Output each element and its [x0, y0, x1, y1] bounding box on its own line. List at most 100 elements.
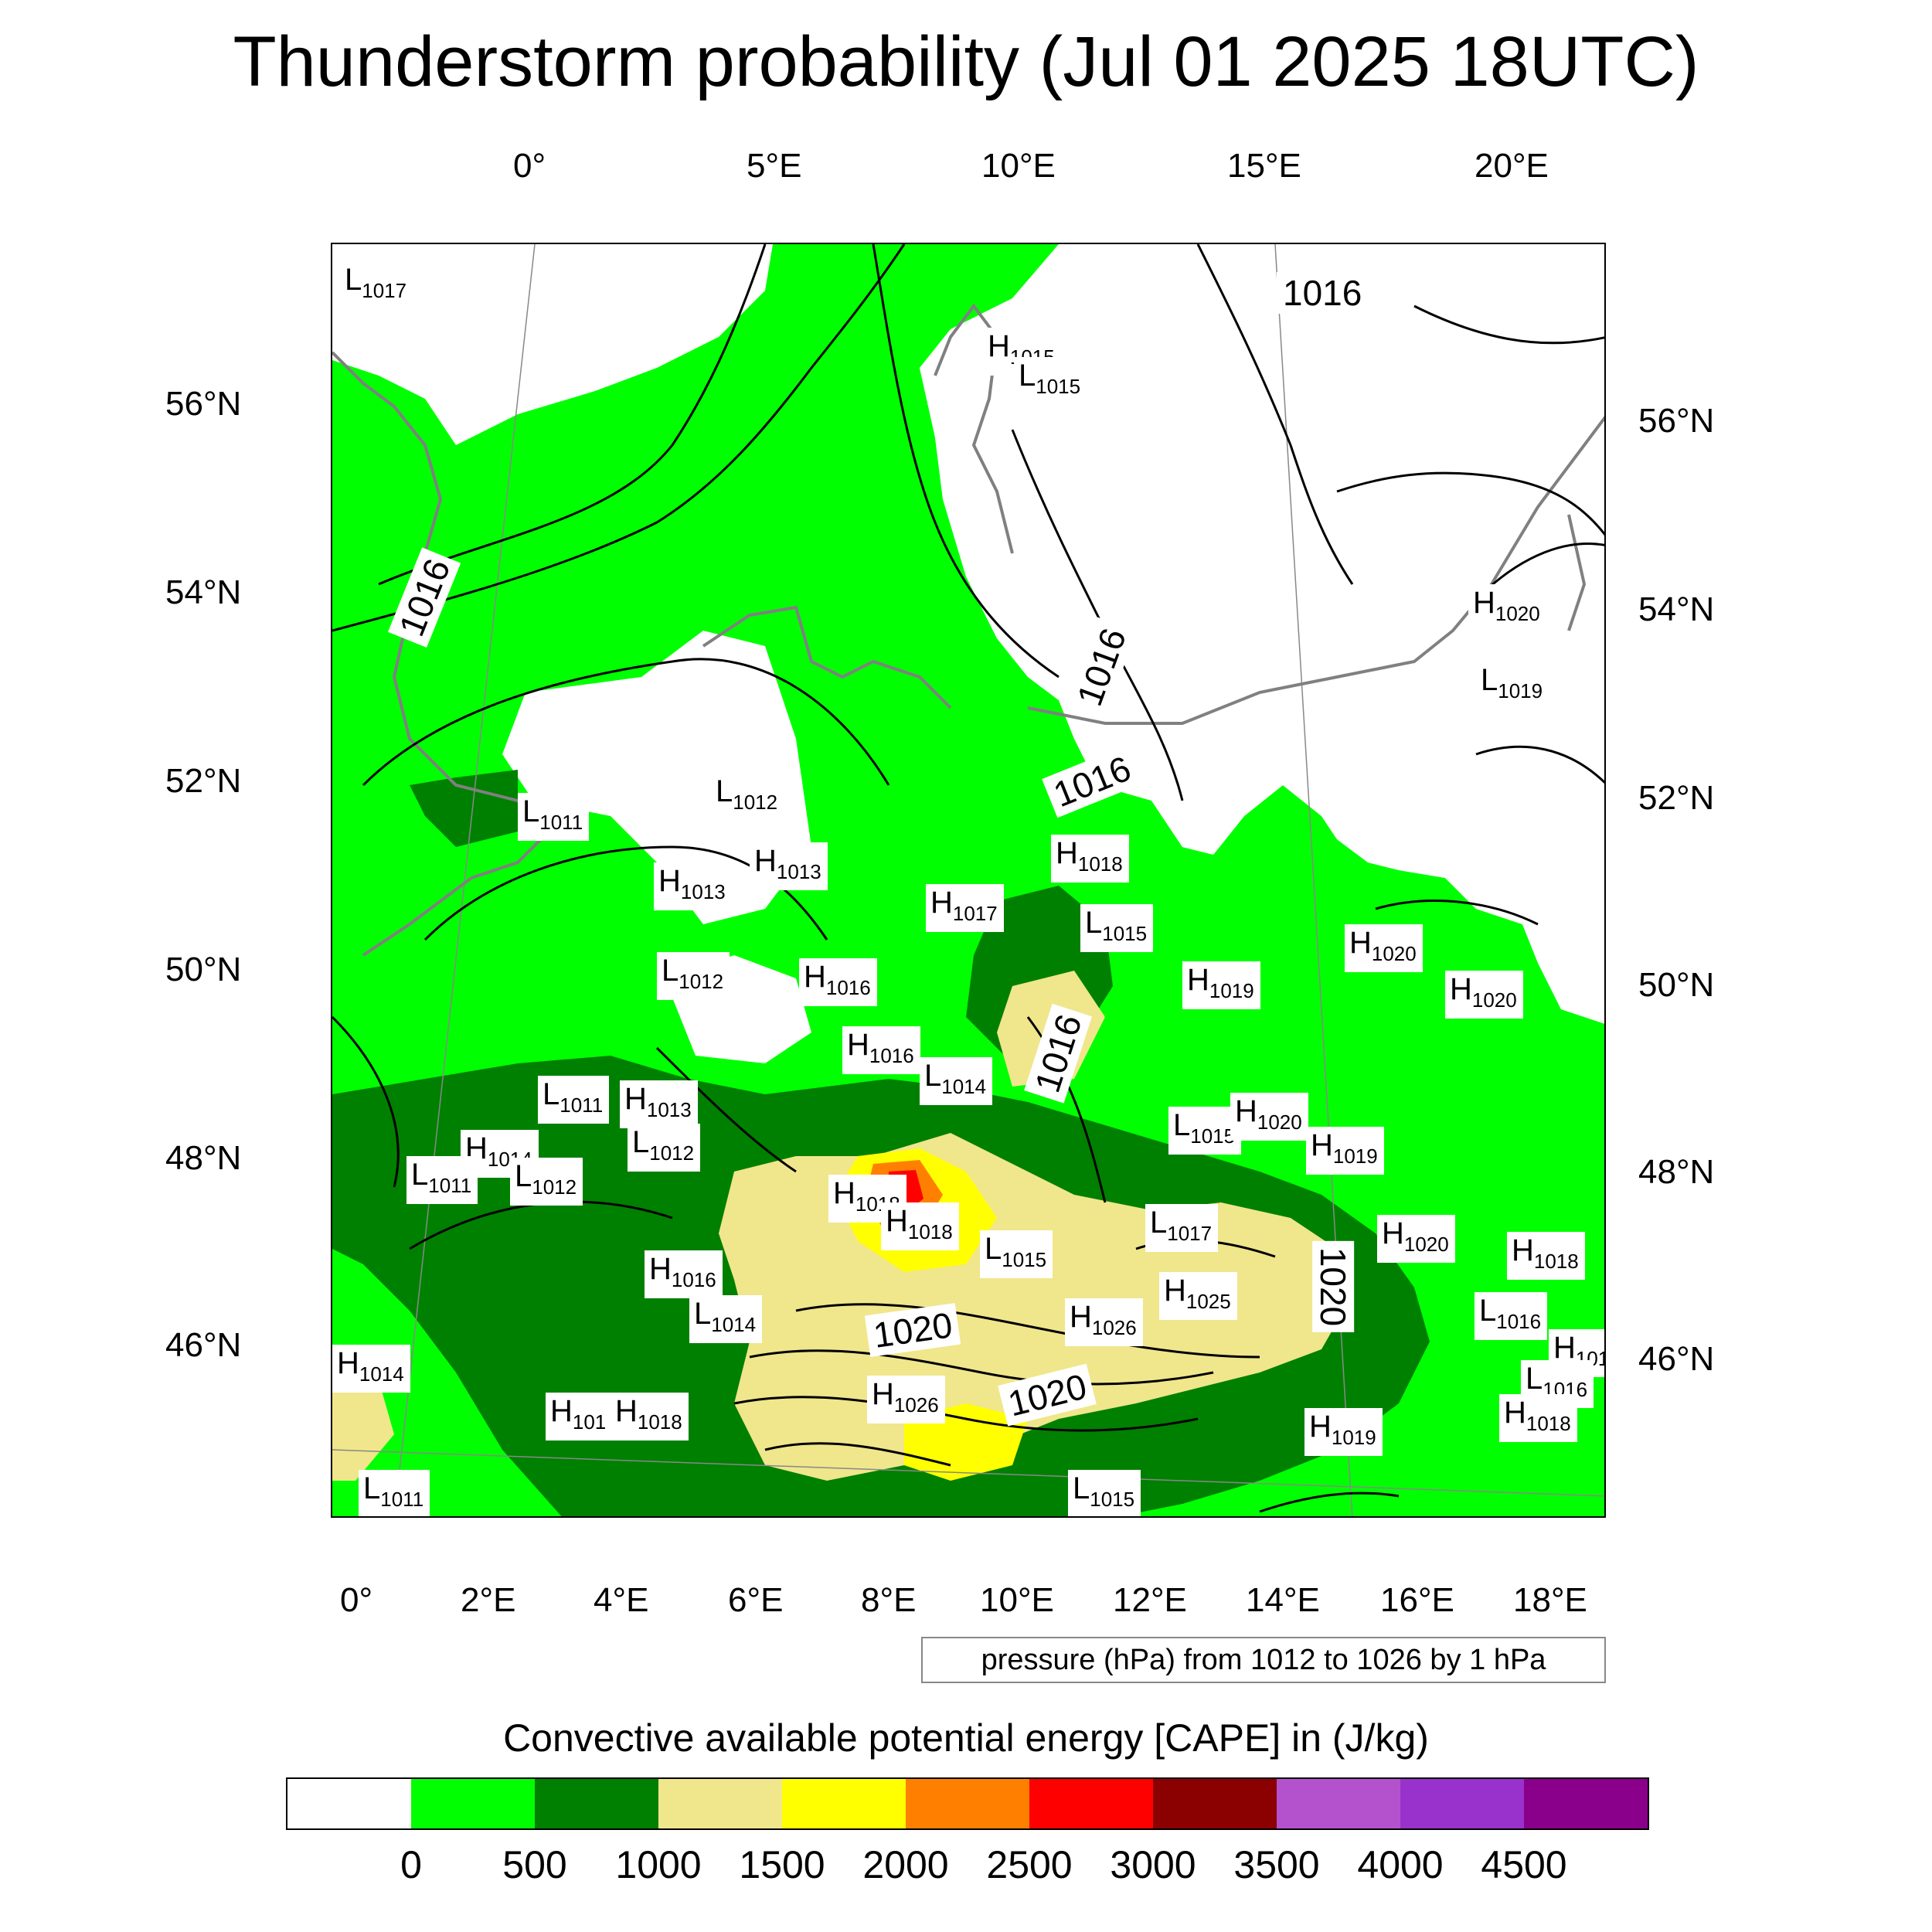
colorbar-tick-label: 1000 [615, 1843, 702, 1886]
pressure-center-label: H1018 [881, 1202, 959, 1250]
pressure-center-label: H101 [546, 1393, 613, 1440]
right-lat-tick: 46°N [1638, 1340, 1715, 1378]
pressure-center-label: H1013 [750, 842, 828, 890]
pressure-center-label: H1025 [1159, 1272, 1237, 1320]
bottom-lon-tick: 16°E [1380, 1581, 1454, 1619]
pressure-center-label: L1015 [1168, 1107, 1242, 1155]
right-lat-tick: 50°N [1638, 966, 1715, 1004]
pressure-center-label: H1020 [1445, 971, 1523, 1019]
pressure-center-label: H1020 [1230, 1093, 1308, 1141]
right-lat-tick: 54°N [1638, 590, 1715, 628]
colorbar-tick-label: 2000 [862, 1843, 949, 1886]
pressure-center-label: H1016 [799, 958, 877, 1006]
pressure-center-label: H1020 [1377, 1215, 1455, 1263]
left-lat-tick: 50°N [165, 951, 242, 988]
pressure-center-label: H1018 [1507, 1232, 1585, 1280]
colorbar-swatch [411, 1779, 535, 1828]
pressure-center-label: H1026 [1065, 1298, 1143, 1346]
colorbar-tick-label: 1500 [739, 1843, 825, 1886]
pressure-center-label: L1015 [1080, 904, 1154, 952]
bottom-lon-tick: 4°E [594, 1581, 649, 1619]
bottom-lon-tick: 0° [340, 1581, 373, 1619]
colorbar-tick-label: 3500 [1233, 1843, 1320, 1886]
colorbar-swatch [1524, 1779, 1648, 1828]
pressure-center-label: L1012 [628, 1124, 701, 1172]
colorbar-tick-label: 4500 [1481, 1843, 1567, 1886]
colorbar-tick-label: 0 [400, 1843, 422, 1886]
colorbar-swatch [1029, 1779, 1153, 1828]
colorbar-tick-label: 500 [502, 1843, 567, 1886]
pressure-center-label: H1026 [867, 1376, 945, 1423]
pressure-center-label: L1012 [657, 952, 730, 1000]
pressure-center-label: H1019 [1182, 961, 1260, 1009]
left-lat-tick: 48°N [165, 1139, 242, 1177]
pressure-center-label: H1019 [1304, 1408, 1383, 1456]
colorbar-swatch [1153, 1779, 1277, 1828]
left-lat-tick: 46°N [165, 1326, 242, 1364]
pressure-center-label: H1018 [1499, 1394, 1577, 1442]
colorbar-swatch [906, 1779, 1029, 1828]
colorbar [286, 1777, 1649, 1830]
bottom-lon-tick: 2°E [461, 1581, 516, 1619]
pressure-center-label: L1016 [1475, 1292, 1548, 1340]
pressure-note: pressure (hPa) from 1012 to 1026 by 1 hP… [921, 1637, 1606, 1683]
top-lon-tick: 20°E [1475, 147, 1549, 185]
pressure-center-label: L1017 [1145, 1204, 1219, 1252]
bottom-lon-tick: 8°E [861, 1581, 917, 1619]
colorbar-tick-label: 4000 [1357, 1843, 1444, 1886]
coastlines [332, 303, 1604, 957]
pressure-center-label: L1011 [406, 1156, 478, 1204]
colorbar-swatch [1400, 1779, 1524, 1828]
colorbar-swatch [287, 1779, 411, 1828]
pressure-center-label: H1018 [611, 1393, 689, 1440]
pressure-center-label: L1011 [518, 793, 590, 841]
top-lon-tick: 15°E [1227, 147, 1301, 185]
colorbar-title: Convective available potential energy [C… [503, 1716, 1429, 1760]
pressure-center-label: L1012 [711, 773, 784, 821]
pressure-center-label: L1019 [1476, 662, 1549, 709]
map-frame: L1017 H1015 L1015 H1020 L1019 L1011 L101… [331, 243, 1606, 1518]
chart-title: Thunderstorm probability (Jul 01 2025 18… [233, 22, 1699, 101]
pressure-center-label: H1020 [1345, 924, 1423, 972]
pressure-center-label: L1012 [510, 1158, 583, 1206]
cape-darkgreen-region [410, 770, 518, 847]
bottom-lon-tick: 18°E [1513, 1581, 1587, 1619]
pressure-center-label: H1016 [842, 1026, 920, 1074]
bottom-lon-tick: 12°E [1113, 1581, 1187, 1619]
isobars [332, 244, 1604, 1513]
isobar-label: 1016 [1277, 272, 1369, 314]
colorbar-tick-label: 2500 [986, 1843, 1073, 1886]
top-lon-tick: 10°E [981, 147, 1056, 185]
bottom-lon-tick: 6°E [728, 1581, 784, 1619]
bottom-lon-tick: 14°E [1246, 1581, 1320, 1619]
pressure-center-label: L1015 [1014, 357, 1087, 405]
pressure-center-label: L1015 [980, 1230, 1053, 1278]
cape-white-gap [502, 631, 811, 924]
pressure-center-label: H1020 [1468, 584, 1546, 632]
pressure-center-label: H1013 [620, 1080, 698, 1128]
pressure-center-label: H1018 [828, 1175, 906, 1223]
pressure-center-label: L1011 [359, 1470, 430, 1516]
pressure-center-label: H1013 [654, 862, 732, 910]
colorbar-swatch [535, 1779, 658, 1828]
cape-khaki-region [332, 1380, 394, 1481]
pressure-center-label: L1014 [920, 1057, 993, 1105]
right-lat-tick: 48°N [1638, 1153, 1715, 1191]
colorbar-swatch [658, 1779, 782, 1828]
bottom-lon-tick: 10°E [980, 1581, 1054, 1619]
pressure-center-label: L1014 [689, 1295, 763, 1343]
colorbar-swatch [1277, 1779, 1400, 1828]
pressure-center-label: L1017 [340, 261, 413, 309]
isobar-label: 1020 [1312, 1240, 1355, 1333]
pressure-center-label: L1011 [538, 1076, 610, 1124]
left-lat-tick: 56°N [165, 385, 242, 423]
right-lat-tick: 56°N [1638, 402, 1715, 440]
pressure-center-label: H1017 [926, 884, 1004, 932]
cape-field [332, 244, 1604, 1516]
right-lat-tick: 52°N [1638, 779, 1715, 817]
pressure-center-label: H1018 [1051, 835, 1129, 883]
top-lon-tick: 5°E [747, 147, 802, 185]
top-lon-tick: 0° [513, 147, 546, 185]
left-lat-tick: 54°N [165, 573, 242, 611]
pressure-center-label: H1016 [645, 1250, 723, 1298]
